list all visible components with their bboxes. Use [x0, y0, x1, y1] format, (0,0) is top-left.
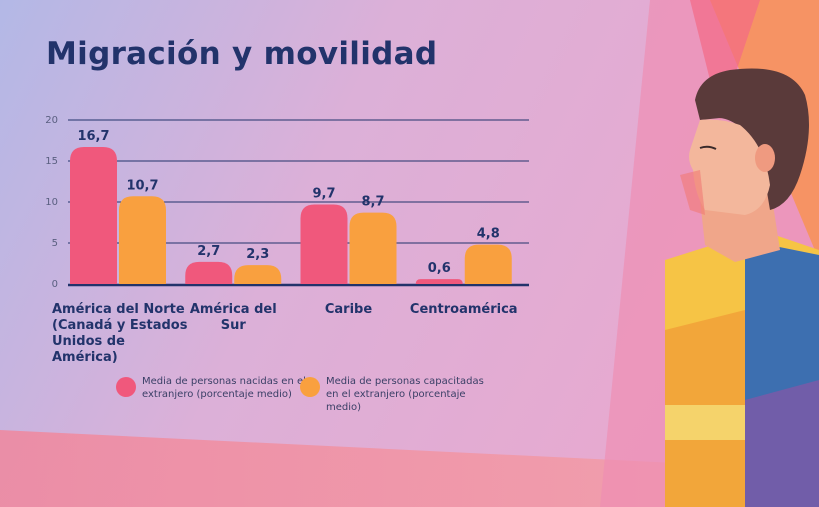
y-tick-label: 0 — [52, 279, 58, 290]
category-label: Caribe — [324, 302, 373, 317]
page-title: Migración y movilidad — [46, 36, 438, 72]
data-label: 10,7 — [126, 178, 158, 193]
legend-swatch-born-abroad — [116, 377, 136, 397]
data-label: 16,7 — [77, 129, 109, 144]
bar-born-abroad — [185, 261, 233, 284]
y-tick-label: 10 — [45, 197, 58, 208]
data-label: 9,7 — [312, 186, 335, 201]
bar-trained-abroad — [119, 196, 166, 284]
legend-item-born-abroad: Media de personas nacidas en el extranje… — [116, 375, 312, 401]
legend-item-trained-abroad: Media de personas capacitadas en el extr… — [300, 375, 496, 414]
bar-trained-abroad — [234, 265, 282, 284]
legend-swatch-trained-abroad — [300, 377, 320, 397]
legend-label-born-abroad: Media de personas nacidas en el extranje… — [142, 376, 306, 400]
person-illustration — [665, 68, 819, 507]
bar-trained-abroad — [349, 212, 397, 284]
bar-born-abroad — [70, 147, 117, 284]
bar-trained-abroad — [464, 244, 512, 284]
bar-born-abroad — [415, 279, 463, 284]
bar-born-abroad — [300, 204, 348, 284]
data-label: 4,8 — [477, 227, 500, 242]
data-label: 2,7 — [197, 244, 220, 259]
data-label: 2,3 — [246, 247, 269, 262]
data-label: 0,6 — [428, 261, 451, 276]
legend-label-trained-abroad: Media de personas capacitadas en el extr… — [326, 376, 484, 413]
y-tick-label: 15 — [45, 156, 58, 167]
y-tick-label: 5 — [52, 238, 58, 249]
category-label: América del Norte (Canadá y Estados Unid… — [52, 302, 188, 365]
category-label: Centroamérica — [409, 302, 518, 317]
category-label: América del Sur — [189, 302, 277, 333]
y-tick-label: 20 — [45, 115, 58, 126]
data-label: 8,7 — [361, 195, 384, 210]
